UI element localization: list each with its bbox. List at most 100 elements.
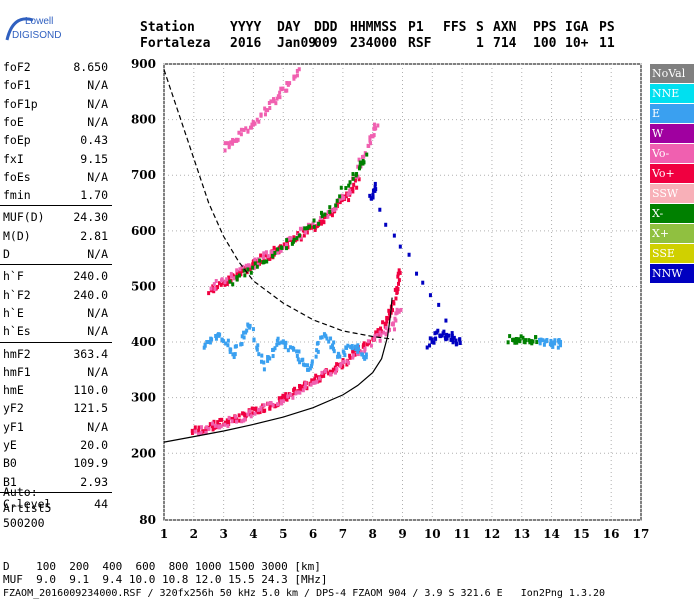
echo-point-vo [223,148,227,153]
echo-point-vo [285,397,289,402]
echo-point-x [508,334,512,339]
echo-point-vo [237,130,241,135]
header-label-col-5: P1 [408,20,424,35]
echo-point-vo [313,377,317,382]
echo-point-e [327,339,331,344]
echo-point-vo [345,359,349,364]
echo-point-vo [348,191,352,196]
echo-point-vo [338,200,342,205]
param-row: hmF1 N/A [0,363,112,381]
echo-point-vo [244,263,248,268]
header-value-col-4: 234000 [350,36,397,51]
echo-point-vo [332,207,336,212]
echo-point-vo [384,332,388,337]
echo-point-vo [391,322,395,327]
param-name: D [3,247,10,261]
echo-point-x [351,176,355,181]
echo-point-x [231,282,235,287]
echo-point-x [235,275,239,280]
echo-point-e [298,360,302,365]
echo-point-vo [351,353,355,358]
echo-point-vo [257,119,261,124]
echo-point-vo [392,327,396,332]
param-row: h`F 240.0 [0,267,112,285]
legend-x-swatch: X+ [650,224,694,243]
echo-point-e [314,354,318,359]
echo-point-vo [279,248,283,253]
param-row: D N/A [0,245,112,263]
echo-point-e [280,340,284,345]
echo-point-vo [256,410,260,415]
echo-point-vo [219,282,223,287]
echo-point-x [255,264,259,269]
echo-point-e [330,343,334,348]
echo-point-e [331,346,335,351]
echo-point-x [347,183,351,188]
echo-point-vo [382,330,386,335]
echo-point-x [237,273,241,278]
echo-point-vo [271,403,275,408]
echo-point-vo [329,372,333,377]
param-name: foEp [3,133,31,148]
header-label-col-0: Station [140,20,195,35]
echo-point-vo [397,268,401,273]
echo-point-vo [378,338,382,343]
echo-point-vo [335,362,339,367]
echo-point-e [329,336,333,341]
echo-point-e [553,341,557,346]
echo-point-e [214,333,218,338]
echo-point-vo [362,341,366,346]
echo-point-vo [235,268,239,273]
param-value: 8.650 [73,60,108,74]
echo-point-vo [329,208,333,213]
echo-point-vo [217,281,221,286]
header-label-col-3: DDD [314,20,338,35]
echo-point-vo [267,101,271,106]
header-label-col-2: DAY [277,20,301,35]
echo-point-vo [304,381,308,386]
param-separator [0,264,112,266]
echo-point-e [302,362,306,367]
echo-point-vo [372,126,376,131]
echo-point-e [559,343,563,348]
echo-point-vo [396,274,400,279]
header-value-col-0: Fortaleza [140,36,211,51]
echo-point-vo [351,349,355,354]
x-tick-label: 14 [543,527,560,541]
echo-point-vo [216,420,220,425]
echo-point-vo [327,371,331,376]
echo-point-vo [384,325,388,330]
echo-point-e [301,357,305,362]
echo-point-e [549,338,553,343]
echo-point-nnw [369,196,373,201]
echo-point-vo [289,392,293,397]
echo-point-nnw [430,339,434,344]
echo-point-x [365,152,369,157]
echo-point-x [362,160,366,165]
echo-point-nnw [428,343,432,348]
echo-point-vo [341,364,345,369]
echo-point-vo [221,279,225,284]
echo-point-vo [224,421,228,426]
param-value: N/A [87,247,108,261]
muf-values-row: MUF 9.0 9.1 9.4 10.0 10.8 12.0 15.5 24.3… [3,573,328,586]
echo-point-vo [295,73,299,78]
echo-point-vo [347,198,351,203]
echo-point-vo [397,278,401,283]
echo-point-vo [276,94,280,99]
echo-point-vo [255,259,259,264]
echo-point-e [277,341,281,346]
echo-point-e [307,367,311,372]
echo-point-vo [381,320,385,325]
echo-point-e [364,352,368,357]
echo-point-e [306,363,310,368]
echo-point-nnw [451,337,455,342]
echo-point-vo [212,282,216,287]
echo-point-vo [246,128,250,133]
echo-point-x [249,270,253,275]
echo-point-nnw [378,207,382,212]
echo-point-e [296,357,300,362]
param-row: hmE 110.0 [0,381,112,399]
echo-point-e [262,360,266,365]
